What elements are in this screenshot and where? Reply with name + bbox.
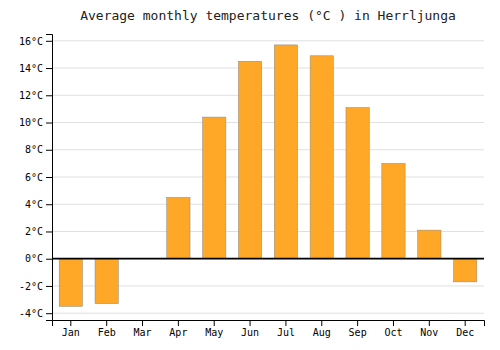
y-tick-mark [46,259,52,260]
y-tick-label: 16°C [19,36,43,47]
grid-line [52,68,484,69]
bar [203,117,226,259]
y-tick-label: 4°C [25,199,43,210]
y-tick: 4°C [25,199,52,210]
y-tick-label: 2°C [25,226,43,237]
x-tick-label: Jul [277,327,295,338]
x-tick-label: Jun [241,327,259,338]
x-tick-mark [70,320,71,326]
x-tick-mark [285,320,286,326]
bar [95,259,118,304]
bar [238,61,261,258]
x-tick: May [205,320,223,338]
x-tick: Jan [62,320,80,338]
x-tick-mark [250,320,251,326]
grid-line [52,149,484,150]
y-tick-mark [46,286,52,287]
x-tick-label: Jan [62,327,80,338]
x-tick-label: Sep [349,327,367,338]
y-tick: 12°C [19,90,52,101]
x-tick: Sep [349,320,367,338]
y-tick-label: 12°C [19,90,43,101]
grid-line [52,258,484,259]
x-tick-mark [321,320,322,326]
bar [418,230,441,259]
x-tick: Mar [133,320,151,338]
y-tick-label: -4°C [19,308,43,319]
x-tick-label: Nov [420,327,438,338]
x-tick-mark [142,320,143,326]
y-tick-mark [46,150,52,151]
x-tick: Dec [456,320,474,338]
grid-line [52,177,484,178]
title: Average monthly temperatures (°C ) in He… [80,8,456,23]
y-tick-mark [46,231,52,232]
bar [310,56,333,259]
y-tick-label: 8°C [25,144,43,155]
x-axis-line [53,321,485,327]
y-tick: 10°C [19,117,52,128]
y-tick: -4°C [19,308,52,319]
grid [52,41,484,313]
plot: -4°C -2°C 0°C 2°C 4°C 6°C 8°C 10°C 12°C 14°C 16°C J… [19,35,485,339]
x-tick: Feb [98,320,116,338]
bars [52,45,484,306]
x-tick: Oct [384,320,402,338]
x-tick-label: Mar [133,327,151,338]
y-tick: 0°C [25,253,52,264]
y-tick-mark [46,123,52,124]
x-tick: Apr [169,320,187,338]
y-tick: 8°C [25,144,52,155]
y-tick-label: -2°C [19,281,43,292]
chart: -4°C -2°C 0°C 2°C 4°C 6°C 8°C 10°C 12°C 14°C 16°C J… [0,0,500,350]
y-tick-mark [46,95,52,96]
x-tick-mark [465,320,466,326]
x-tick-label: Apr [169,327,187,338]
x-axis: Jan Feb Mar Apr May Jun Jul Aug Sep Oct Nov Dec [53,320,485,338]
x-tick-mark [106,320,107,326]
grid-line [52,204,484,205]
x-tick-label: Dec [456,327,474,338]
x-tick-mark [214,320,215,326]
bar [382,163,405,258]
y-tick-label: 10°C [19,117,43,128]
y-axis: -4°C -2°C 0°C 2°C 4°C 6°C 8°C 10°C 12°C 14°C 16°C [19,35,53,321]
y-tick-mark [46,204,52,205]
x-tick-label: May [205,327,223,338]
y-tick: 6°C [25,172,52,183]
y-tick-mark [46,68,52,69]
y-tick: -2°C [19,281,52,292]
x-tick: Jul [277,320,295,338]
y-tick: 14°C [19,63,52,74]
x-tick-label: Oct [384,327,402,338]
y-tick-mark [46,177,52,178]
x-tick: Nov [420,320,438,338]
x-tick-mark [178,320,179,326]
bar [167,197,190,258]
x-tick: Jun [241,320,259,338]
y-tick-label: 6°C [25,172,43,183]
y-tick-label: 14°C [19,63,43,74]
bar [274,45,297,259]
grid-line [52,95,484,96]
y-tick-label: 0°C [25,253,43,264]
y-tick-mark [46,41,52,42]
y-tick-mark [46,313,52,314]
grid-line [52,122,484,123]
x-tick-mark [393,320,394,326]
bar [454,259,477,282]
zero-line [52,258,484,260]
y-axis-line [46,35,53,321]
bar [346,108,369,259]
x-tick-label: Feb [98,327,116,338]
grid-line [52,313,484,314]
x-tick: Aug [313,320,331,338]
x-tick-label: Aug [313,327,331,338]
bar [59,259,82,307]
grid-line [52,40,484,41]
x-tick-mark [357,320,358,326]
y-tick: 16°C [19,36,52,47]
x-tick-mark [429,320,430,326]
y-tick: 2°C [25,226,52,237]
